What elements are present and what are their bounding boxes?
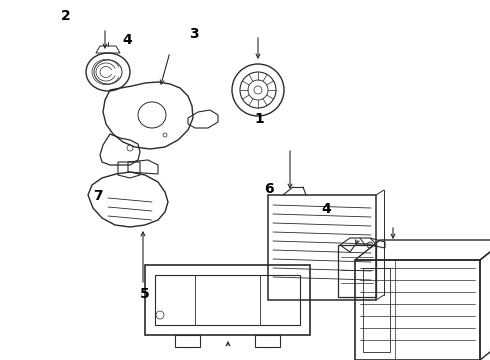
Text: 7: 7: [93, 189, 103, 203]
Text: 6: 6: [264, 182, 273, 196]
Text: 3: 3: [189, 27, 198, 41]
Text: 4: 4: [122, 33, 132, 46]
Text: 5: 5: [140, 288, 149, 301]
Text: 2: 2: [61, 9, 71, 23]
Text: 1: 1: [255, 112, 265, 126]
Text: 4: 4: [321, 202, 331, 216]
